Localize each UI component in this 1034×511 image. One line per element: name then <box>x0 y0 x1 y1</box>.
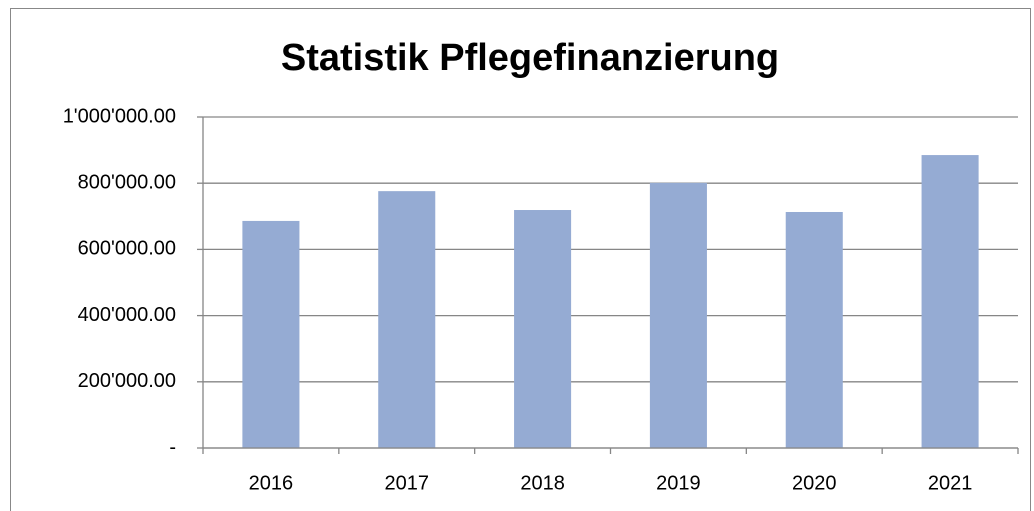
x-tick-label: 2021 <box>928 472 973 494</box>
y-tick-label: 800'000.00 <box>78 171 176 193</box>
bar <box>785 211 843 448</box>
y-tick-label: - <box>169 436 176 458</box>
x-tick-label: 2020 <box>792 472 837 494</box>
x-tick-label: 2019 <box>656 472 701 494</box>
x-tick-label: 2018 <box>520 472 565 494</box>
x-tick-label: 2016 <box>249 472 294 494</box>
chart-title: Statistik Pflegefinanzierung <box>281 37 779 79</box>
bar <box>921 155 979 448</box>
x-tick-label: 2017 <box>385 472 430 494</box>
y-tick-label: 1'000'000.00 <box>63 105 176 127</box>
bar <box>514 210 572 448</box>
bar <box>378 191 436 449</box>
y-tick-label: 600'000.00 <box>78 238 176 260</box>
y-tick-label: 400'000.00 <box>78 304 176 326</box>
bar <box>242 220 300 448</box>
bar <box>649 182 707 448</box>
y-tick-label: 200'000.00 <box>78 370 176 392</box>
